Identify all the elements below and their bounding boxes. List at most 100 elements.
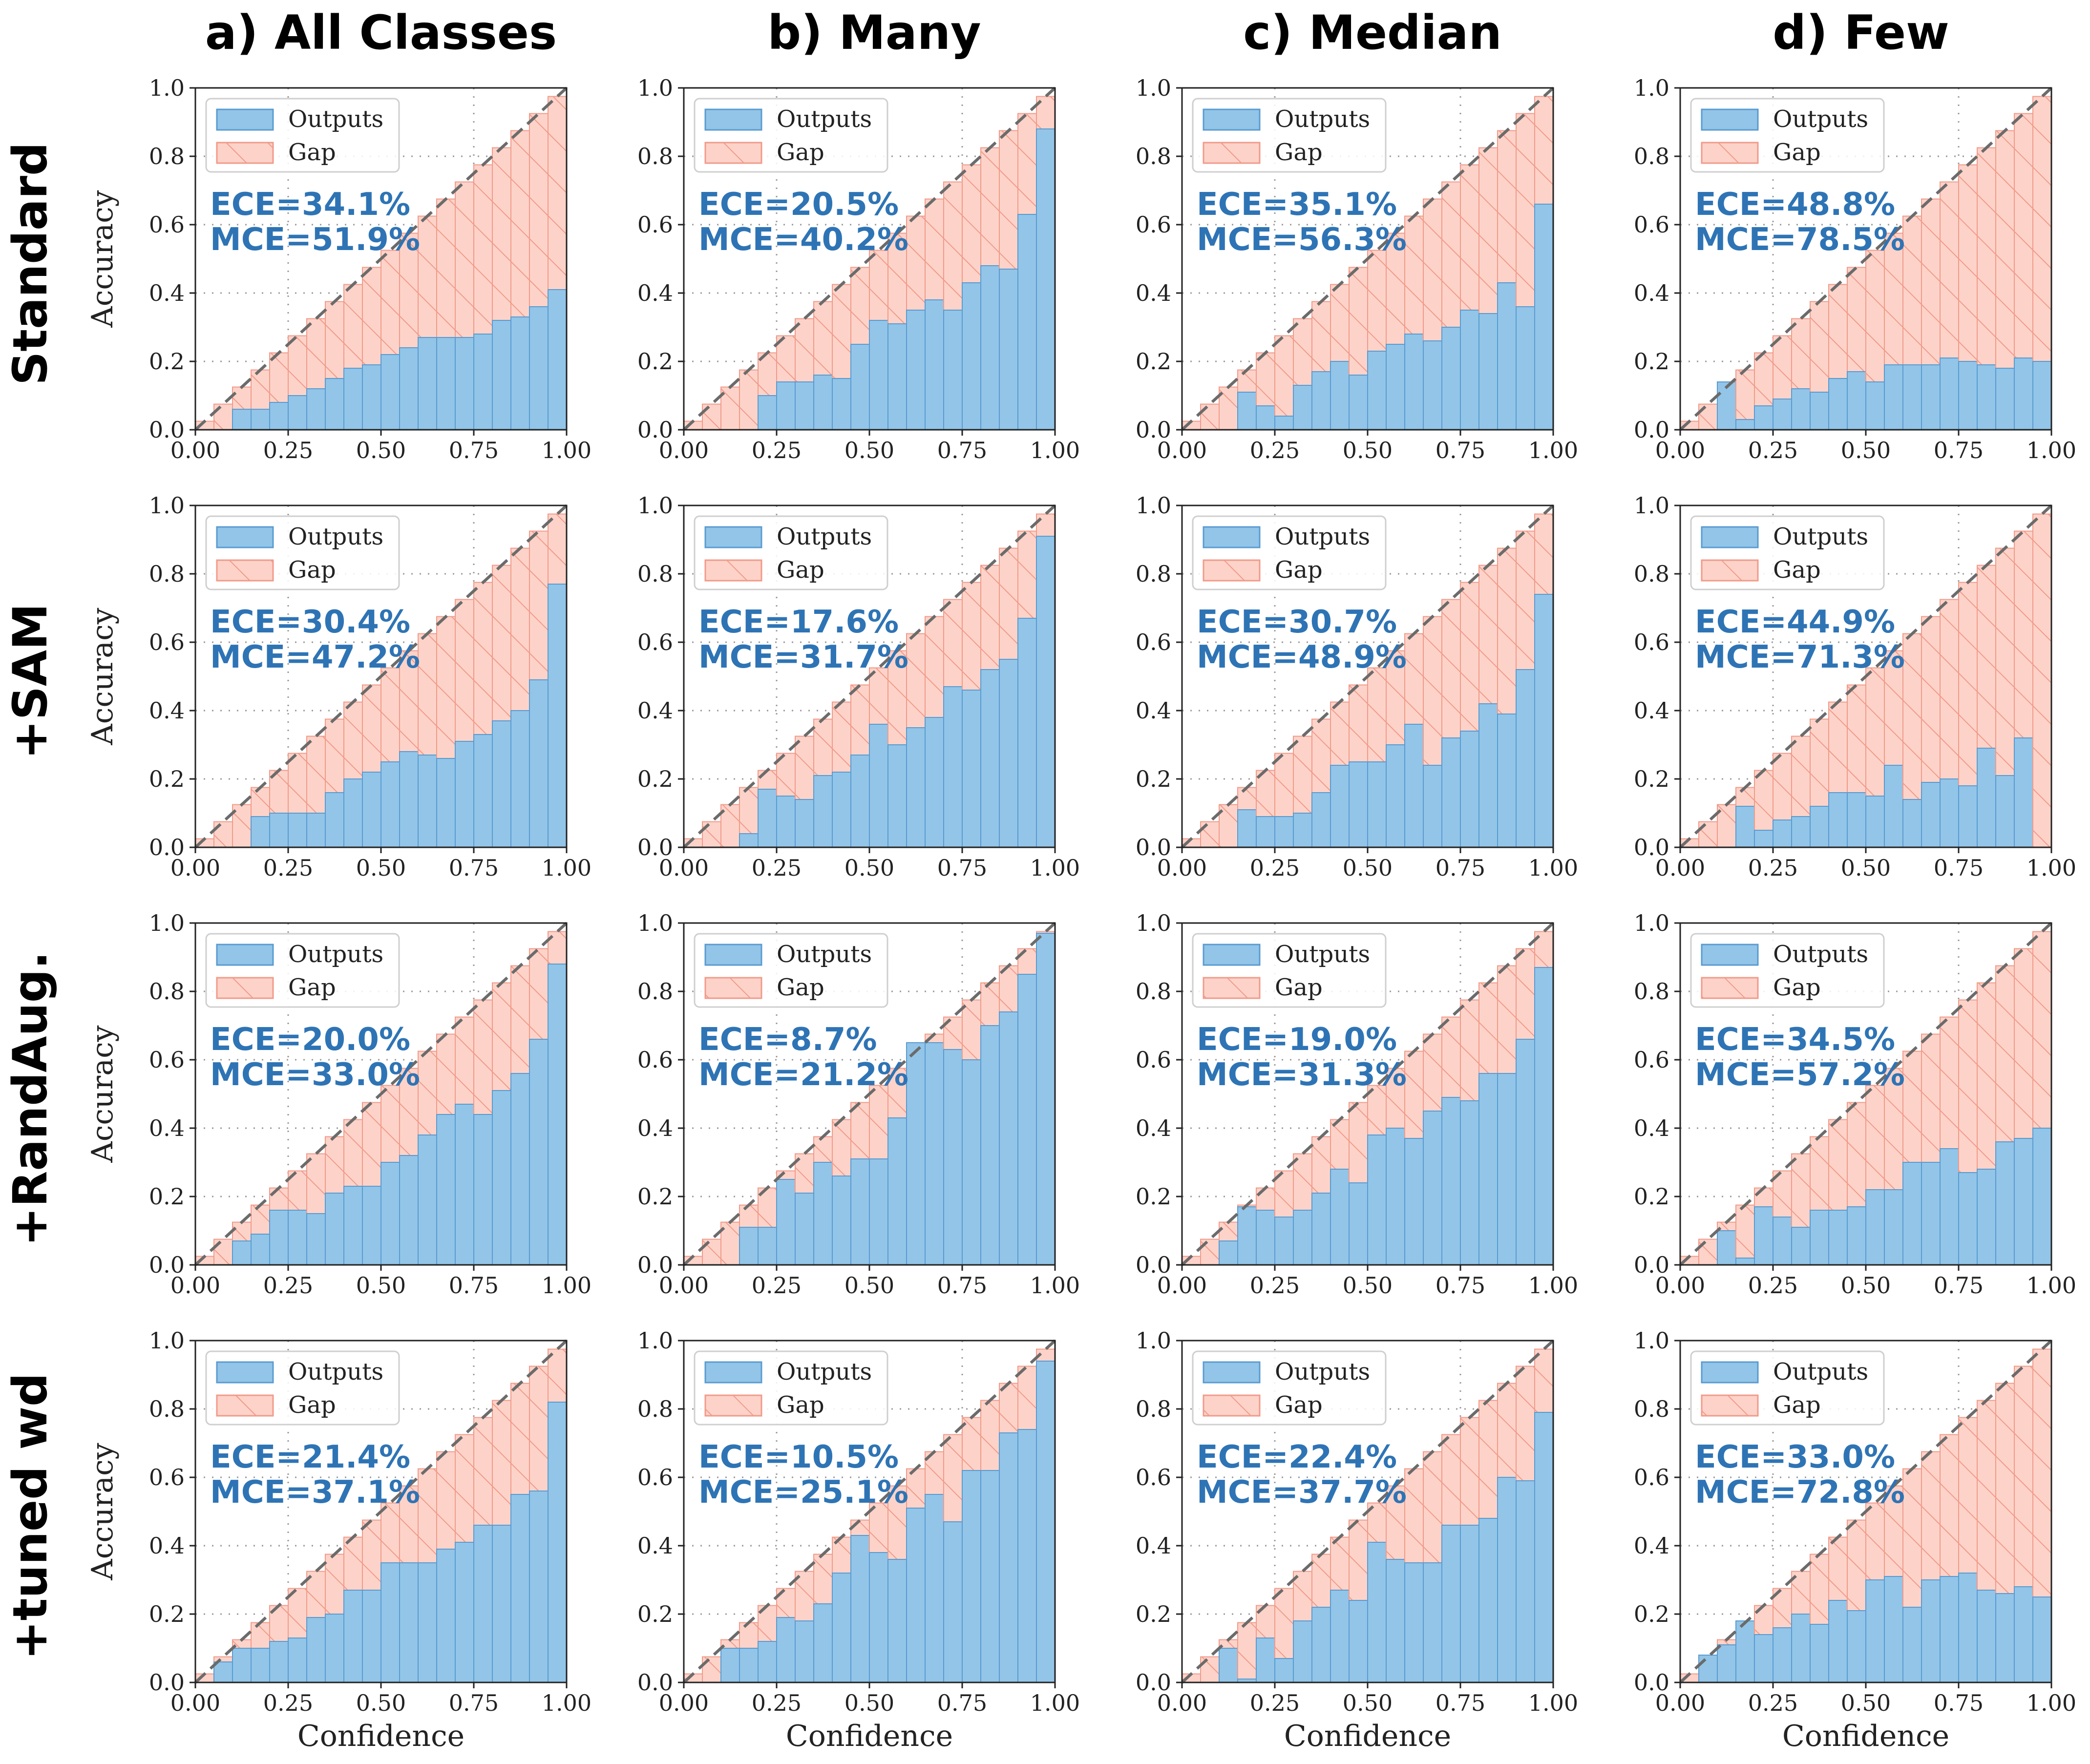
output-bar (1478, 703, 1498, 848)
gap-bar (1534, 931, 1554, 968)
x-tick-label: 0.75 (449, 1690, 499, 1716)
gap-bar (455, 599, 474, 742)
gap-bar (1828, 701, 1848, 793)
legend-label-outputs: Outputs (777, 941, 872, 968)
output-bar (758, 395, 777, 430)
gap-bar (1017, 113, 1037, 215)
gap-bar (529, 1365, 549, 1491)
x-tick-label: 1.00 (1528, 1272, 1578, 1299)
output-bar (1219, 1240, 1238, 1265)
gap-bar (1441, 599, 1461, 738)
output-bar (418, 755, 437, 848)
x-tick-label: 0.00 (659, 437, 709, 463)
mce-label: MCE=78.5% (1695, 222, 1905, 258)
x-tick-label: 0.25 (752, 1272, 802, 1299)
legend-label-gap: Gap (777, 974, 824, 1001)
x-tick-label: 0.25 (752, 1690, 802, 1716)
gap-bar (1441, 181, 1461, 328)
output-bar (1386, 1559, 1405, 1683)
panel-r2-c3: 0.00 0.25 0.50 0.75 1.00 0.0 0.2 0.4 0.6 0.8 1.0 Ou… (1136, 492, 1578, 881)
legend: Outputs Gap (694, 515, 888, 590)
x-tick-label: 1.00 (1528, 1690, 1578, 1716)
output-bar (269, 1210, 289, 1265)
gap-bar (492, 1400, 511, 1526)
y-tick-label: 1.0 (637, 1327, 673, 1354)
ece-label: ECE=17.6% (698, 604, 899, 640)
x-tick-label: 0.00 (170, 855, 220, 881)
x-tick-label: 0.00 (1655, 1272, 1705, 1299)
y-tick-label: 0.4 (1136, 1115, 1171, 1141)
output-bar (1773, 1627, 1792, 1683)
gap-bar (1404, 633, 1424, 725)
perfect-calibration-line (194, 86, 568, 431)
output-bar (1902, 799, 1922, 848)
gap-bar (702, 821, 721, 848)
perfect-calibration-line (682, 504, 1056, 849)
output-bar (1717, 381, 1736, 430)
output-bar (1497, 282, 1517, 430)
output-bar (399, 1155, 419, 1265)
output-bar (473, 1114, 493, 1265)
panel-r2-c4: 0.00 0.25 0.50 0.75 1.00 0.0 0.2 0.4 0.6 0.8 1.0 Ou… (1634, 492, 2076, 881)
gap-bar (832, 284, 851, 379)
output-bar (850, 1158, 870, 1265)
gap-bar (325, 718, 344, 793)
legend-swatch-outputs (1701, 1361, 1759, 1384)
output-bar (325, 1614, 344, 1683)
y-tick-label: 0.0 (1136, 1669, 1171, 1696)
gap-bar (739, 369, 759, 430)
output-bar (1256, 1638, 1275, 1683)
legend-label-outputs: Outputs (1275, 1358, 1370, 1386)
perfect-calibration-line (194, 1339, 568, 1684)
output-bar (1256, 405, 1275, 430)
output-bar (980, 265, 1000, 430)
gap-bar (548, 1348, 567, 1403)
output-bar (1367, 351, 1387, 430)
x-tick-label: 0.75 (937, 1690, 987, 1716)
output-bar (1754, 405, 1773, 430)
y-tick-label: 0.0 (149, 417, 185, 443)
x-axis-label: Confidence (1782, 1719, 1949, 1753)
output-bar (1791, 1227, 1811, 1265)
gap-bar (1200, 821, 1220, 848)
gap-bar (380, 1085, 400, 1163)
ece-label: ECE=34.1% (210, 187, 410, 223)
gap-bar (418, 215, 437, 338)
x-tick-label: 1.00 (1030, 855, 1080, 881)
gap-bar (1735, 787, 1755, 807)
y-tick-label: 1.0 (1634, 1327, 1669, 1354)
x-tick-label: 0.25 (752, 437, 802, 463)
x-tick-label: 0.00 (1157, 1690, 1207, 1716)
y-tick-label: 0.4 (1136, 1533, 1171, 1559)
gap-bar (850, 1102, 870, 1159)
y-tick-label: 1.0 (149, 1327, 185, 1354)
output-bar (1884, 1189, 1903, 1265)
gap-bar (455, 1434, 474, 1543)
gap-bar (288, 335, 307, 396)
y-tick-label: 0.4 (1634, 697, 1669, 724)
legend-label-gap: Gap (288, 556, 336, 584)
output-bar (999, 1011, 1018, 1265)
output-bar (869, 1158, 888, 1265)
y-tick-label: 0.4 (1634, 280, 1669, 306)
output-bar (1810, 806, 1829, 848)
x-tick-label: 0.50 (844, 1690, 894, 1716)
output-bar (1311, 371, 1331, 430)
legend-swatch-outputs (1203, 108, 1261, 131)
y-tick-label: 0.2 (149, 348, 185, 375)
legend: Outputs Gap (694, 1350, 888, 1426)
output-bar (1441, 327, 1461, 430)
output-bar (288, 395, 307, 430)
gap-bar (1311, 1136, 1331, 1194)
y-tick-label: 0.8 (1136, 143, 1171, 169)
output-bar (1274, 1217, 1294, 1265)
gap-bar (1940, 1434, 1959, 1577)
gap-bar (813, 718, 833, 776)
x-tick-label: 0.00 (1655, 1690, 1705, 1716)
y-tick-label: 0.8 (149, 143, 185, 169)
legend-swatch-outputs (1701, 944, 1759, 966)
output-bar (1386, 1128, 1405, 1265)
x-tick-label: 0.75 (1436, 1272, 1485, 1299)
gap-bar (510, 1383, 530, 1495)
gap-bar (1995, 130, 2015, 369)
